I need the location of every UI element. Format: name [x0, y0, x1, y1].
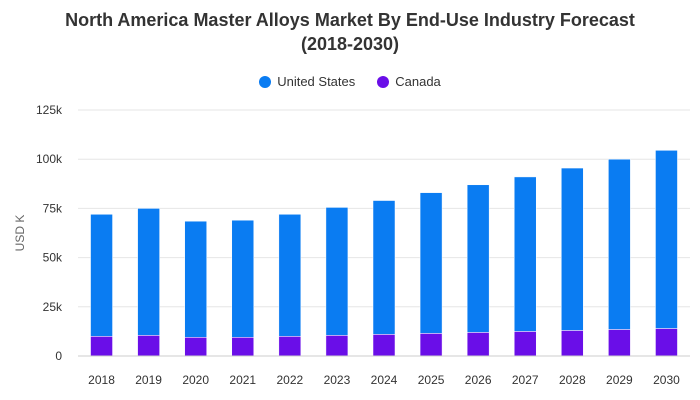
- x-tick-label: 2020: [182, 373, 209, 387]
- bar-canada-2019[interactable]: [137, 335, 160, 357]
- x-tick-label: 2022: [276, 373, 303, 387]
- bar-united-states-2030[interactable]: [655, 150, 678, 329]
- legend-label-canada: Canada: [395, 74, 441, 89]
- y-tick-label: 75k: [43, 201, 63, 215]
- legend-item-canada[interactable]: Canada: [377, 74, 441, 89]
- y-axis-label: USD K: [13, 215, 27, 252]
- x-tick-label: 2024: [371, 373, 398, 387]
- bar-canada-2023[interactable]: [325, 335, 349, 357]
- bar-united-states-2018[interactable]: [90, 214, 113, 337]
- bar-united-states-2026[interactable]: [466, 184, 490, 333]
- bar-canada-2018[interactable]: [90, 336, 113, 357]
- y-tick-label: 100k: [36, 152, 63, 166]
- bar-united-states-2029[interactable]: [608, 158, 631, 330]
- bar-canada-2022[interactable]: [278, 336, 302, 357]
- x-tick-label: 2021: [229, 373, 256, 387]
- x-tick-label: 2025: [418, 373, 445, 387]
- bar-canada-2030[interactable]: [655, 328, 678, 357]
- y-tick-label: 25k: [43, 300, 63, 314]
- bar-united-states-2028[interactable]: [561, 167, 584, 331]
- y-tick-label: 0: [55, 349, 62, 363]
- bar-united-states-2025[interactable]: [419, 192, 443, 334]
- chart-legend: United States Canada: [0, 74, 700, 89]
- x-tick-label: 2026: [465, 373, 492, 387]
- legend-label-united-states: United States: [277, 74, 356, 89]
- legend-swatch-canada: [377, 75, 390, 88]
- x-tick-label: 2019: [135, 373, 162, 387]
- bar-canada-2027[interactable]: [513, 331, 537, 357]
- legend-item-united-states[interactable]: United States: [259, 74, 355, 89]
- y-tick-label: 50k: [43, 251, 63, 265]
- x-tick-label: 2030: [653, 373, 680, 387]
- chart-title-line2: (2018-2030): [300, 34, 400, 54]
- bars: [90, 150, 678, 357]
- bar-canada-2025[interactable]: [419, 333, 443, 357]
- bar-united-states-2023[interactable]: [325, 207, 349, 336]
- bar-canada-2026[interactable]: [466, 332, 490, 357]
- x-tick-label: 2023: [324, 373, 351, 387]
- x-tick-label: 2018: [88, 373, 115, 387]
- bar-united-states-2022[interactable]: [278, 214, 302, 337]
- bar-united-states-2021[interactable]: [231, 219, 255, 338]
- chart-title: North America Master Alloys Market By En…: [0, 8, 700, 56]
- bar-united-states-2020[interactable]: [184, 220, 207, 338]
- x-tick-label: 2027: [512, 373, 539, 387]
- bar-united-states-2024[interactable]: [372, 200, 396, 335]
- bar-canada-2029[interactable]: [608, 329, 631, 357]
- y-tick-label: 125k: [36, 103, 63, 117]
- x-tick-label: 2028: [559, 373, 586, 387]
- bar-united-states-2027[interactable]: [513, 176, 537, 332]
- y-axis-ticks: 0 25k 50k 75k 100k 125k: [36, 103, 63, 363]
- bar-canada-2028[interactable]: [561, 330, 584, 357]
- x-tick-label: 2029: [606, 373, 633, 387]
- bar-canada-2020[interactable]: [184, 337, 207, 357]
- bar-united-states-2019[interactable]: [137, 208, 160, 336]
- x-axis-ticks: 2018 2019 2020 2021 2022 2023 2024 2025 2026 2027…: [88, 373, 680, 387]
- chart-title-line1: North America Master Alloys Market By En…: [65, 10, 635, 30]
- legend-swatch-united-states: [259, 75, 272, 88]
- bar-canada-2021[interactable]: [231, 337, 255, 357]
- bar-canada-2024[interactable]: [372, 334, 396, 357]
